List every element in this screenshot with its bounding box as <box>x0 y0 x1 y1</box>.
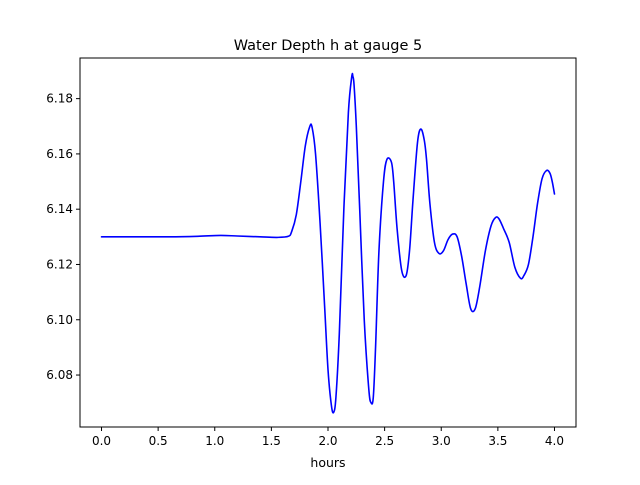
y-tick-label: 6.10 <box>46 313 73 327</box>
chart-title: Water Depth h at gauge 5 <box>234 38 422 54</box>
x-axis-label: hours <box>310 455 345 470</box>
x-tick-label: 0.0 <box>92 434 111 448</box>
x-tick-label: 2.5 <box>375 434 394 448</box>
series-line-0 <box>100 72 556 414</box>
x-tick-label: 0.5 <box>149 434 168 448</box>
plot-area: 0.0 0.5 1.0 1.5 2.0 2.5 3.0 3.5 4.0 6.08 6.10 6.12 6… <box>46 57 577 448</box>
x-tick-label: 3.5 <box>488 434 507 448</box>
y-tick-label: 6.16 <box>46 147 73 161</box>
x-tick-label: 3.0 <box>432 434 451 448</box>
x-tick-label: 4.0 <box>545 434 564 448</box>
y-tick-label: 6.08 <box>46 368 73 382</box>
y-tick-label: 6.14 <box>46 202 73 216</box>
x-tick-label: 1.5 <box>262 434 281 448</box>
x-tick-label: 1.0 <box>205 434 224 448</box>
x-tick-label: 2.0 <box>318 434 337 448</box>
y-tick-label: 6.18 <box>46 92 73 106</box>
y-tick-label: 6.12 <box>46 257 73 271</box>
